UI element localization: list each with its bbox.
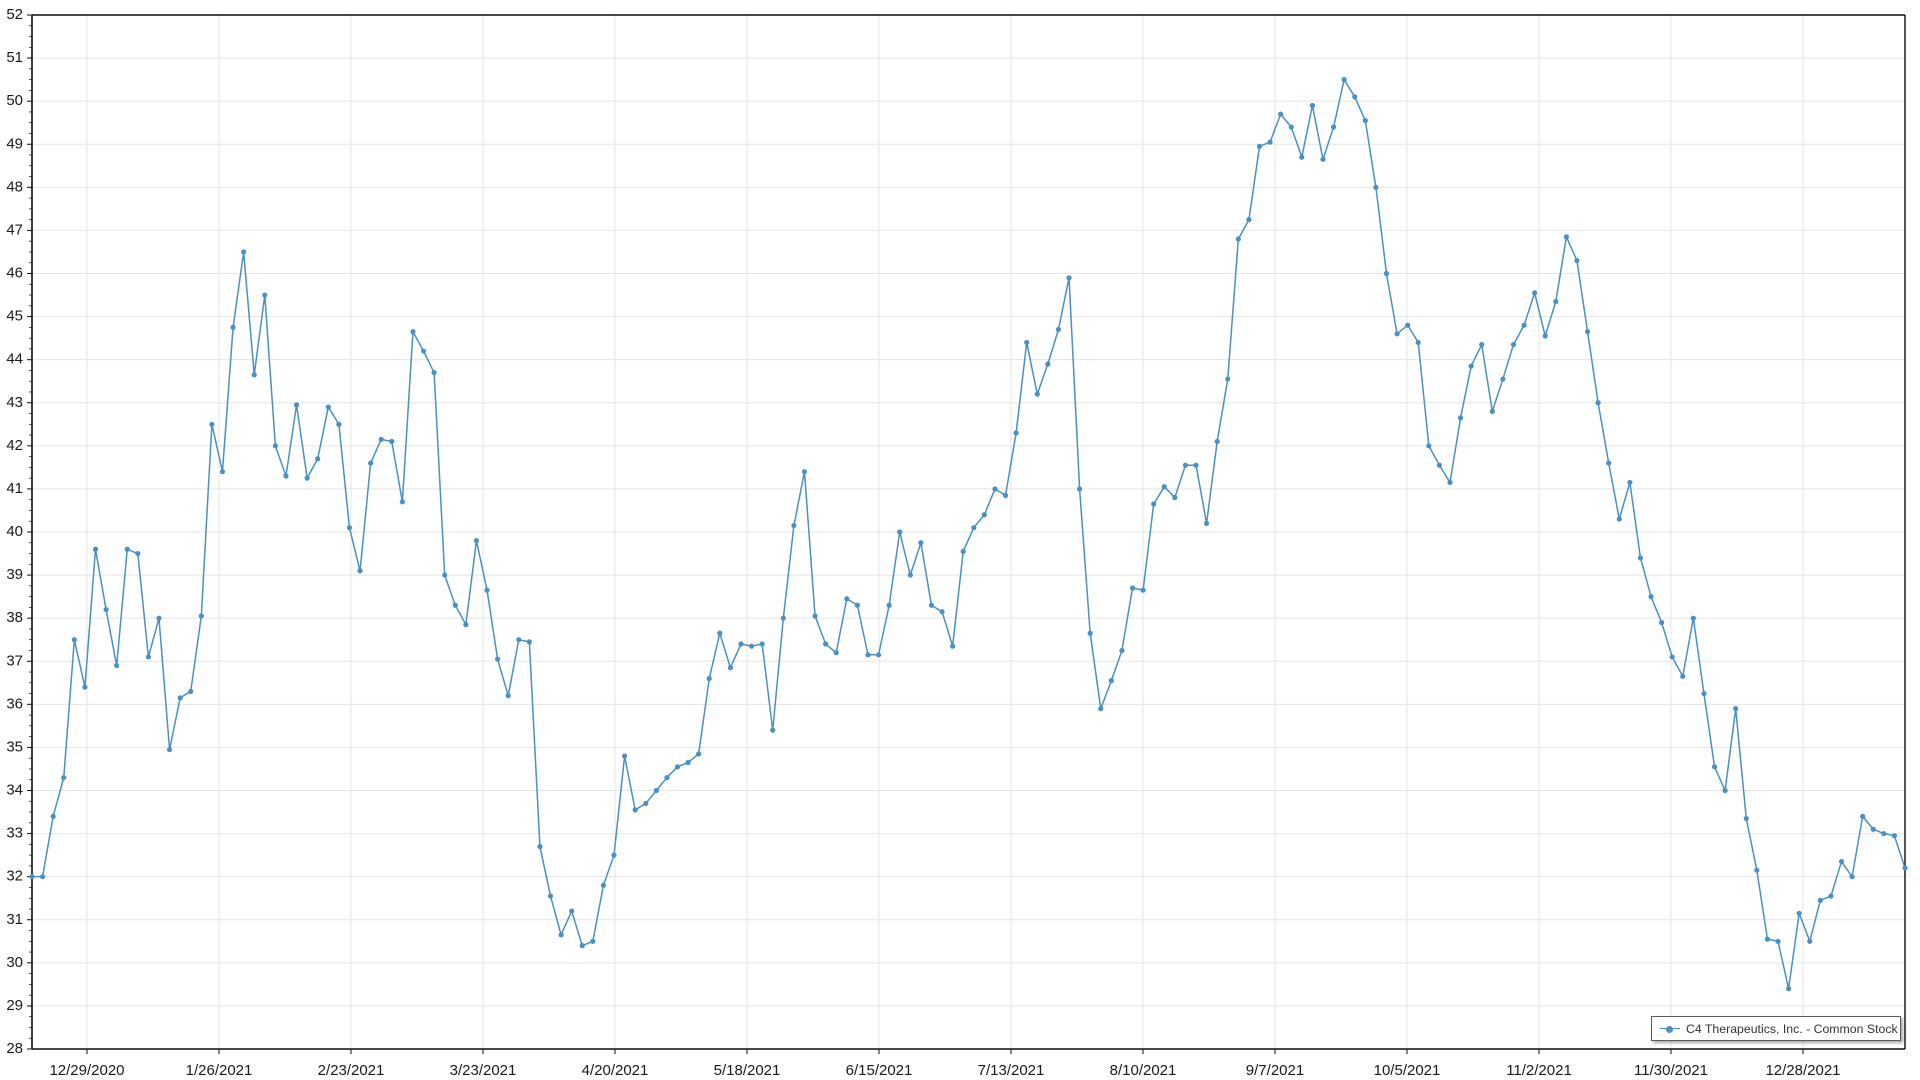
svg-text:9/7/2021: 9/7/2021 — [1246, 1062, 1304, 1079]
svg-text:5/18/2021: 5/18/2021 — [714, 1062, 781, 1079]
svg-text:43: 43 — [6, 394, 23, 411]
svg-text:46: 46 — [6, 265, 23, 282]
svg-text:6/15/2021: 6/15/2021 — [846, 1062, 913, 1079]
svg-text:36: 36 — [6, 695, 23, 712]
svg-text:50: 50 — [6, 92, 23, 109]
svg-text:35: 35 — [6, 738, 23, 755]
svg-text:47: 47 — [6, 221, 23, 238]
svg-text:8/10/2021: 8/10/2021 — [1110, 1062, 1177, 1079]
svg-text:32: 32 — [6, 868, 23, 885]
svg-text:37: 37 — [6, 652, 23, 669]
svg-text:29: 29 — [6, 997, 23, 1014]
svg-text:39: 39 — [6, 566, 23, 583]
svg-text:11/2/2021: 11/2/2021 — [1506, 1062, 1572, 1079]
svg-text:45: 45 — [6, 308, 23, 325]
svg-text:48: 48 — [6, 178, 23, 195]
svg-text:4/20/2021: 4/20/2021 — [582, 1062, 649, 1079]
svg-text:49: 49 — [6, 135, 23, 152]
svg-text:11/30/2021: 11/30/2021 — [1634, 1062, 1708, 1079]
svg-text:2/23/2021: 2/23/2021 — [318, 1062, 385, 1079]
svg-text:28: 28 — [6, 1040, 23, 1057]
svg-text:30: 30 — [6, 954, 23, 971]
svg-text:10/5/2021: 10/5/2021 — [1374, 1062, 1441, 1079]
svg-text:34: 34 — [6, 782, 23, 799]
svg-text:44: 44 — [6, 351, 23, 368]
svg-text:52: 52 — [6, 6, 23, 23]
svg-text:12/29/2020: 12/29/2020 — [49, 1062, 124, 1079]
svg-text:12/28/2021: 12/28/2021 — [1765, 1062, 1840, 1079]
svg-text:1/26/2021: 1/26/2021 — [186, 1062, 253, 1079]
svg-text:41: 41 — [6, 480, 23, 497]
svg-text:38: 38 — [6, 609, 23, 626]
svg-text:33: 33 — [6, 825, 23, 842]
svg-text:40: 40 — [6, 523, 23, 540]
svg-text:3/23/2021: 3/23/2021 — [450, 1062, 517, 1079]
svg-text:42: 42 — [6, 437, 23, 454]
svg-text:31: 31 — [6, 911, 23, 928]
svg-text:7/13/2021: 7/13/2021 — [978, 1062, 1045, 1079]
svg-text:51: 51 — [6, 49, 23, 66]
